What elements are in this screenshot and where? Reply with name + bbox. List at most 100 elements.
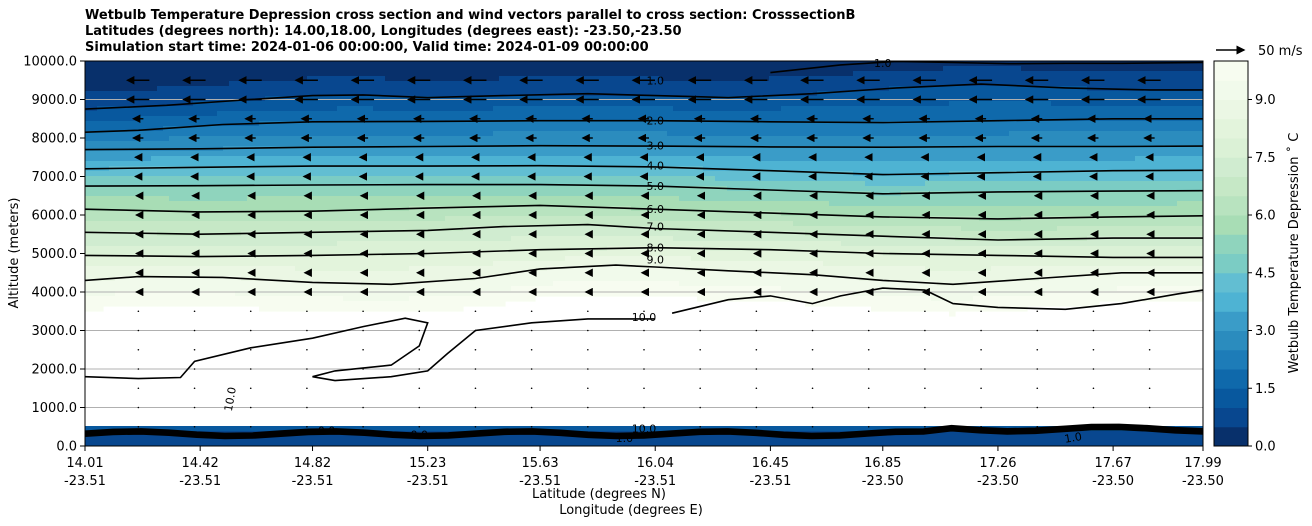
field-cell: [145, 91, 152, 97]
field-cell: [181, 141, 188, 147]
field-cell: [109, 196, 116, 202]
field-cell: [217, 181, 224, 187]
field-cell: [397, 96, 404, 102]
field-cell: [427, 91, 434, 97]
field-cell: [637, 71, 644, 77]
field-cell: [511, 121, 518, 127]
field-cell: [343, 116, 350, 122]
field-cell: [637, 61, 644, 67]
field-cell: [385, 171, 392, 177]
field-cell: [199, 256, 206, 262]
field-cell: [589, 251, 596, 257]
field-cell: [319, 206, 326, 212]
field-cell: [157, 81, 164, 87]
field-cell: [583, 271, 590, 277]
field-cell: [133, 301, 140, 307]
field-cell: [127, 251, 134, 257]
field-cell: [289, 126, 296, 132]
field-cell: [385, 436, 392, 442]
field-cell: [547, 216, 554, 222]
field-cell: [91, 216, 98, 222]
field-cell: [409, 226, 416, 232]
field-cell: [427, 161, 434, 167]
field-cell: [199, 131, 206, 137]
field-cell: [409, 171, 416, 177]
field-cell: [541, 261, 548, 267]
field-cell: [505, 281, 512, 287]
field-cell: [163, 296, 170, 302]
field-cell: [391, 291, 398, 297]
field-cell: [205, 296, 212, 302]
field-cell: [421, 131, 428, 137]
field-cell: [313, 121, 320, 127]
field-cell: [505, 191, 512, 197]
field-cell: [283, 76, 290, 82]
field-cell: [511, 251, 518, 257]
field-cell: [337, 231, 344, 237]
field-cell: [415, 201, 422, 207]
field-cell: [493, 81, 500, 87]
field-cell: [445, 141, 452, 147]
field-cell: [199, 116, 206, 122]
field-cell: [589, 106, 596, 112]
field-cell: [613, 241, 620, 247]
field-cell: [109, 301, 116, 307]
field-cell: [361, 206, 368, 212]
field-cell: [139, 196, 146, 202]
field-cell: [103, 126, 110, 132]
field-cell: [517, 266, 524, 272]
field-cell: [601, 141, 608, 147]
field-cell: [487, 281, 494, 287]
field-cell: [607, 166, 614, 172]
field-cell: [361, 436, 368, 442]
field-cell: [475, 76, 482, 82]
field-cell: [565, 226, 572, 232]
field-cell: [337, 181, 344, 187]
field-cell: [361, 246, 368, 252]
field-cell: [643, 276, 650, 282]
field-cell: [379, 96, 386, 102]
field-cell: [577, 171, 584, 177]
field-cell: [445, 281, 452, 287]
field-cell: [463, 271, 470, 277]
field-cell: [589, 186, 596, 192]
field-cell: [625, 171, 632, 177]
field-cell: [631, 126, 638, 132]
field-cell: [307, 276, 314, 282]
field-cell: [415, 306, 422, 312]
field-cell: [415, 126, 422, 132]
field-cell: [223, 186, 230, 192]
field-cell: [463, 116, 470, 122]
field-cell: [433, 301, 440, 307]
field-cell: [259, 76, 266, 82]
field-cell: [337, 61, 344, 67]
field-cell: [283, 281, 290, 287]
field-cell: [211, 241, 218, 247]
field-cell: [349, 206, 356, 212]
field-cell: [241, 171, 248, 177]
field-cell: [517, 66, 524, 72]
field-cell: [607, 156, 614, 162]
field-cell: [235, 271, 242, 277]
field-cell: [121, 216, 128, 222]
field-cell: [169, 201, 176, 207]
field-cell: [427, 71, 434, 77]
field-cell: [127, 116, 134, 122]
field-cell: [307, 86, 314, 92]
field-cell: [199, 206, 206, 212]
field-cell: [625, 276, 632, 282]
field-cell: [475, 241, 482, 247]
field-cell: [643, 71, 650, 77]
field-cell: [529, 181, 536, 187]
field-cell: [607, 211, 614, 217]
field-cell: [499, 201, 506, 207]
field-cell: [295, 166, 302, 172]
field-cell: [367, 441, 374, 446]
field-cell: [631, 186, 638, 192]
field-cell: [295, 191, 302, 197]
field-cell: [307, 141, 314, 147]
field-cell: [181, 441, 188, 446]
field-cell: [157, 221, 164, 227]
field-cell: [277, 131, 284, 137]
field-cell: [523, 211, 530, 217]
